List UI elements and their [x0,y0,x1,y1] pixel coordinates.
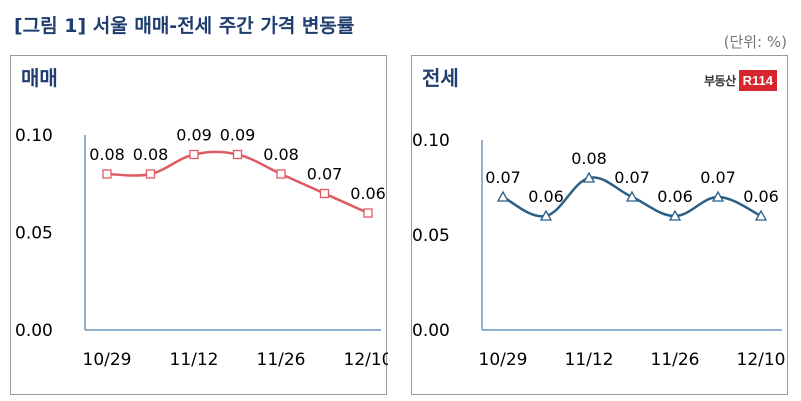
chart-title-sale: 매매 [21,66,58,90]
data-label: 0.07 [614,168,650,187]
data-label: 0.07 [307,165,343,184]
data-point [754,209,768,221]
chart-title-jeonse: 전세 [422,66,459,90]
x-tick-label: 10/29 [479,350,528,370]
data-point [711,190,725,202]
chart-panel-jeonse: 전세 부동산 R114 0.10 0.05 0.00 10/29 11/12 11/26 1… [411,55,788,395]
data-label: 0.07 [700,168,736,187]
data-point [582,171,596,183]
logo: 부동산 R114 [704,67,777,93]
y-tick-label: 0.05 [15,224,53,244]
data-label: 0.08 [89,145,125,164]
y-tick-label: 0.00 [412,321,450,341]
data-label: 0.09 [220,126,256,145]
y-tick-label: 0.00 [15,321,53,341]
data-point [276,169,286,179]
data-label: 0.06 [743,187,779,206]
x-tick-label: 11/12 [170,350,219,370]
y-tick-label: 0.10 [15,126,53,146]
x-tick-label: 12/10 [344,350,389,370]
data-label: 0.06 [657,187,693,206]
data-point [363,208,373,218]
data-label: 0.09 [176,126,212,145]
x-tick-label: 11/26 [651,350,700,370]
data-point [232,149,243,160]
data-point [539,209,553,221]
logo-badge: R114 [738,69,777,91]
x-tick-label: 11/26 [257,350,306,370]
data-point [625,190,639,202]
data-label: 0.06 [528,187,564,206]
x-tick-label: 10/29 [83,350,132,370]
y-tick-label: 0.05 [412,226,450,246]
data-label: 0.08 [133,145,169,164]
data-point [189,149,199,160]
data-point [319,188,330,199]
data-label: 0.08 [571,149,607,168]
data-label: 0.07 [485,168,521,187]
chart-jeonse: 0.10 0.05 0.00 10/29 11/12 11/26 12/10 0.07 0.06… [412,131,786,370]
x-tick-label: 11/12 [565,350,614,370]
data-point [496,190,510,202]
data-point [102,169,112,179]
chart-panel-sale: 매매 0.10 0.05 0.00 10/29 11/12 11/26 12/10 0.08 0… [10,55,389,395]
data-point [668,209,682,221]
data-label: 0.08 [263,145,299,164]
unit-label: (단위: %) [723,33,787,51]
page-title: [그림 1] 서울 매매-전세 주간 가격 변동률 [14,15,355,37]
chart-sale: 0.10 0.05 0.00 10/29 11/12 11/26 12/10 0.08 0.08… [15,126,389,371]
logo-text: 부동산 [704,73,736,88]
data-point [145,169,156,179]
x-tick-label: 12/10 [737,350,786,370]
y-tick-label: 0.10 [412,131,450,151]
data-label: 0.06 [350,184,386,203]
